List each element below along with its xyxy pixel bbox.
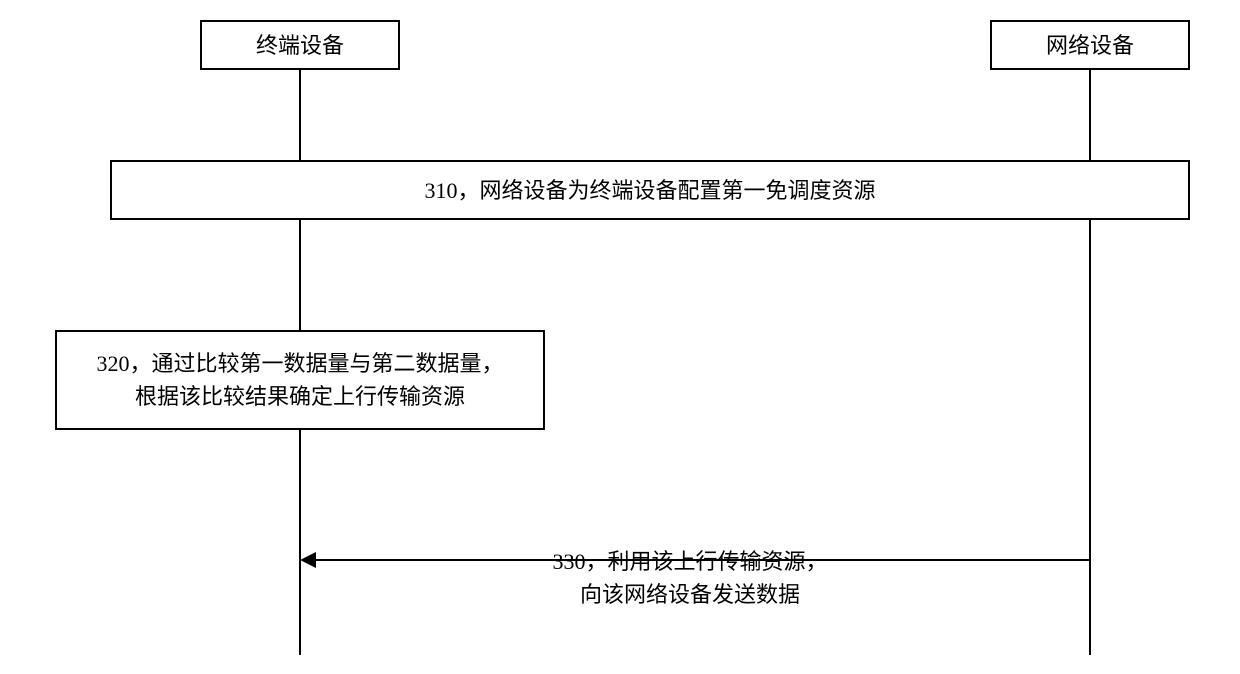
lifeline-terminal-seg2	[299, 220, 301, 330]
lifeline-network-seg1	[1089, 70, 1091, 160]
lifeline-terminal-seg1	[299, 70, 301, 160]
lifeline-terminal-seg3	[299, 430, 301, 655]
actor-terminal-label: 终端设备	[256, 29, 344, 62]
step-310-box: 310，网络设备为终端设备配置第一免调度资源	[110, 160, 1190, 220]
actor-network-label: 网络设备	[1046, 29, 1134, 62]
actor-terminal-box: 终端设备	[200, 20, 400, 70]
actor-network-box: 网络设备	[990, 20, 1190, 70]
step-330-line1: 330，利用该上行传输资源，	[480, 545, 900, 578]
step-330-arrow-head	[300, 552, 316, 568]
step-320-line2: 根据该比较结果确定上行传输资源	[135, 380, 465, 413]
step-310-text: 310，网络设备为终端设备配置第一免调度资源	[424, 174, 875, 207]
step-320-box: 320，通过比较第一数据量与第二数据量， 根据该比较结果确定上行传输资源	[55, 330, 545, 430]
sequence-diagram: 终端设备 网络设备 310，网络设备为终端设备配置第一免调度资源 320，通过比…	[0, 0, 1240, 674]
step-330-line2: 向该网络设备发送数据	[480, 578, 900, 611]
lifeline-network-seg2	[1089, 220, 1091, 655]
step-330-label: 330，利用该上行传输资源， 向该网络设备发送数据	[480, 545, 900, 611]
step-320-line1: 320，通过比较第一数据量与第二数据量，	[96, 347, 503, 380]
